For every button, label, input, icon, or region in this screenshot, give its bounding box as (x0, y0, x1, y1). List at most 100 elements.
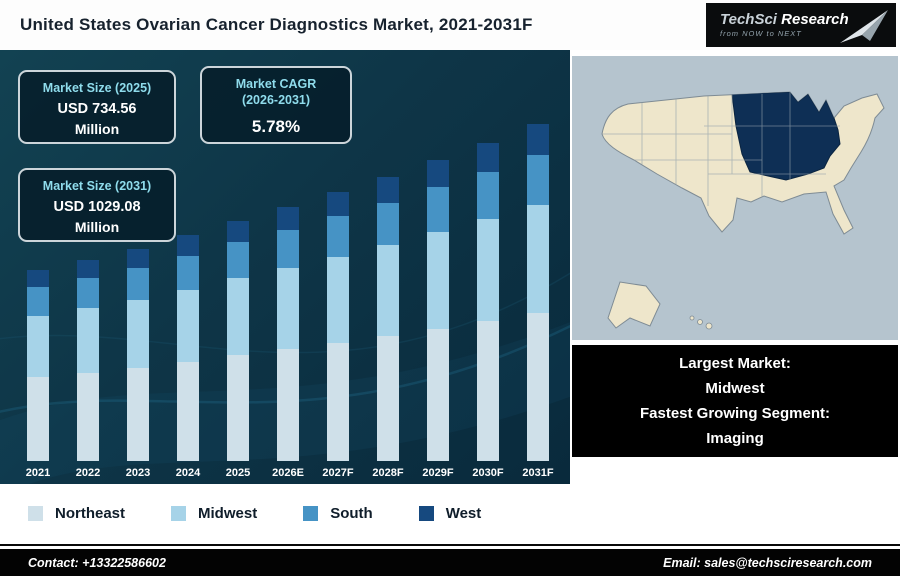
legend-label-midwest: Midwest (198, 504, 258, 522)
bar-2023 (127, 249, 149, 461)
bar-segment-midwest (27, 315, 49, 377)
bar-segment-south (277, 229, 299, 268)
x-axis-label-2027F: 2027F (322, 467, 354, 479)
bar-2022 (77, 259, 99, 461)
legend-swatch-south (303, 505, 319, 521)
bar-segment-south (477, 171, 499, 220)
bar-column-2026E: 2026E (263, 206, 313, 480)
stat-label-line2: (2026-2031) (241, 93, 311, 108)
bar-segment-midwest (327, 256, 349, 343)
bar-segment-midwest (527, 205, 549, 313)
footer-divider (0, 544, 900, 546)
contact-phone: Contact: +13322586602 (28, 555, 166, 570)
brand-name-part1: TechSci (720, 10, 777, 28)
bar-2029F (427, 160, 449, 461)
bar-segment-south (77, 277, 99, 309)
bar-segment-south (427, 187, 449, 233)
x-axis-label-2024: 2024 (175, 467, 201, 479)
bar-column-2024: 2024 (163, 235, 213, 480)
bar-segment-south (377, 202, 399, 246)
bar-segment-midwest (277, 267, 299, 350)
brand-name: TechSci Research (720, 10, 849, 29)
legend-item-west: West (418, 505, 481, 522)
x-axis-label-2031F: 2031F (522, 467, 554, 479)
bar-segment-south (227, 242, 249, 279)
stat-value: 5.78% (251, 116, 301, 136)
bar-segment-northeast (427, 328, 449, 461)
chart-panel: 2021 2022 2023 2024 2025 2026E 2027F 2028F 2029F… (0, 50, 570, 484)
bar-2021 (27, 269, 49, 461)
legend-label-south: South (330, 504, 373, 522)
bar-segment-northeast (377, 336, 399, 461)
bar-column-2031F: 2031F (513, 124, 563, 480)
bar-segment-northeast (327, 342, 349, 461)
stat-box-market-size-2025: Market Size (2025) USD 734.56 Million (18, 70, 176, 144)
largest-market-label: Largest Market: (679, 355, 791, 372)
x-axis-label-2025: 2025 (225, 467, 251, 479)
page-title: United States Ovarian Cancer Diagnostics… (20, 15, 533, 34)
bar-column-2029F: 2029F (413, 160, 463, 480)
bar-segment-west (227, 220, 249, 243)
us-map (601, 91, 885, 330)
bar-column-2023: 2023 (113, 249, 163, 480)
bar-segment-west (527, 124, 549, 155)
stat-value: USD 734.56 (57, 101, 137, 118)
state-border-lines (602, 92, 840, 206)
bar-2028F (377, 176, 399, 461)
bar-segment-west (27, 269, 49, 287)
us-map-panel (572, 56, 898, 340)
bar-segment-midwest (127, 300, 149, 368)
bar-segment-west (377, 176, 399, 203)
bar-segment-northeast (77, 372, 99, 461)
bar-segment-midwest (377, 245, 399, 336)
stat-unit: Million (74, 120, 120, 137)
bar-segment-midwest (227, 278, 249, 356)
map-caption-box: Largest Market: Midwest Fastest Growing … (572, 345, 898, 457)
x-axis-label-2030F: 2030F (472, 467, 504, 479)
contact-email: Email: sales@techsciresearch.com (663, 555, 872, 570)
x-axis-label-2021: 2021 (25, 467, 51, 479)
bar-segment-south (177, 255, 199, 290)
bar-2025 (227, 220, 249, 461)
chart-legend: Northeast Midwest South West (0, 484, 900, 542)
bar-segment-northeast (277, 349, 299, 461)
bar-column-2022: 2022 (63, 259, 113, 480)
bar-segment-midwest (177, 289, 199, 362)
bar-column-2025: 2025 (213, 220, 263, 480)
brand-logo-text: TechSci Research from NOW to NEXT (720, 10, 849, 39)
bar-column-2028F: 2028F (363, 176, 413, 480)
brand-tagline: from NOW to NEXT (720, 29, 802, 39)
bar-segment-northeast (477, 321, 499, 461)
logo-arrow-icon (840, 10, 888, 43)
header-bar: United States Ovarian Cancer Diagnostics… (0, 0, 900, 50)
brand-name-part2: Research (781, 10, 849, 28)
bar-2024 (177, 235, 199, 461)
bar-segment-west (127, 249, 149, 269)
bar-segment-northeast (227, 355, 249, 461)
x-axis-label-2028F: 2028F (372, 467, 404, 479)
legend-swatch-northeast (28, 505, 43, 521)
midwest-highlight-region (731, 92, 841, 181)
bar-segment-south (327, 216, 349, 257)
bar-2026E (277, 206, 299, 461)
bar-segment-midwest (427, 232, 449, 329)
stat-value: USD 1029.08 (53, 199, 141, 216)
legend-swatch-midwest (171, 505, 187, 521)
stat-label: Market Size (2031) (42, 179, 152, 193)
legend-item-midwest: Midwest (171, 505, 257, 522)
stat-label-line1: Market CAGR (235, 77, 317, 91)
bar-segment-west (477, 142, 499, 172)
bar-segment-northeast (527, 312, 549, 461)
bar-column-2021: 2021 (13, 269, 63, 480)
x-axis-label-2023: 2023 (125, 467, 151, 479)
bar-column-2027F: 2027F (313, 192, 363, 480)
bar-segment-midwest (77, 308, 99, 373)
bar-segment-northeast (177, 361, 199, 461)
stat-unit: Million (74, 218, 120, 235)
stat-box-market-size-2031: Market Size (2031) USD 1029.08 Million (18, 168, 176, 242)
bar-segment-west (277, 206, 299, 230)
bar-2027F (327, 192, 349, 461)
legend-item-northeast: Northeast (28, 505, 125, 522)
bar-segment-south (127, 268, 149, 301)
x-axis-label-2022: 2022 (75, 467, 101, 479)
